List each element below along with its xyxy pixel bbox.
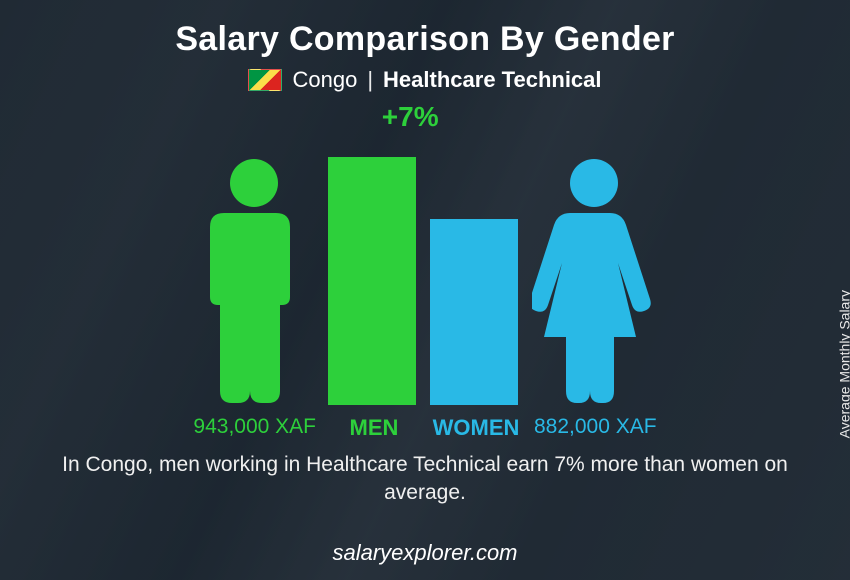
country-label: Congo	[292, 67, 357, 93]
header: Salary Comparison By Gender Congo | Heal…	[0, 0, 850, 93]
subtitle: Congo | Healthcare Technical	[0, 67, 850, 93]
chart: +7% 943,000 XAF MEN WOMEN 882,000 XAF	[0, 101, 850, 441]
sector-label: Healthcare Technical	[383, 67, 601, 93]
bar-women	[430, 219, 518, 405]
y-axis-label: Average Monthly Salary	[836, 290, 850, 438]
chart-row	[0, 157, 850, 405]
men-salary: 943,000 XAF	[146, 415, 316, 441]
woman-icon	[532, 157, 656, 405]
women-label: WOMEN	[432, 415, 520, 441]
page-title: Salary Comparison By Gender	[0, 20, 850, 59]
man-icon	[194, 157, 314, 405]
difference-label: +7%	[382, 101, 439, 133]
summary-text: In Congo, men working in Healthcare Tech…	[0, 441, 850, 508]
footer-source: salaryexplorer.com	[0, 540, 850, 566]
women-salary: 882,000 XAF	[534, 415, 704, 441]
congo-flag-icon	[248, 69, 282, 91]
men-label: MEN	[330, 415, 418, 441]
bar-men	[328, 157, 416, 405]
chart-labels: 943,000 XAF MEN WOMEN 882,000 XAF	[0, 415, 850, 441]
separator: |	[367, 67, 373, 93]
